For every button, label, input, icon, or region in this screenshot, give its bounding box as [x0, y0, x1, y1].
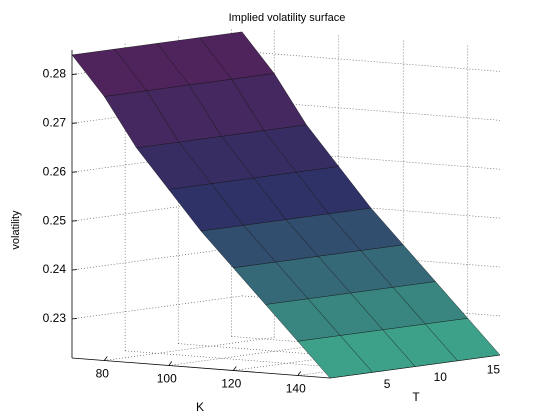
y-axis-label: T — [412, 390, 420, 404]
surface-patch — [297, 335, 373, 379]
grid-line — [178, 343, 437, 364]
y-tick-label: 15 — [487, 363, 501, 377]
x-tick-label: 140 — [286, 382, 306, 396]
z-tick-label: 0.25 — [43, 213, 67, 227]
z-tick-label: 0.27 — [43, 116, 67, 130]
z-tick-label: 0.28 — [43, 67, 67, 81]
x-tick-label: 120 — [221, 377, 241, 391]
grid-line — [241, 51, 501, 72]
x-tick-label: 80 — [96, 367, 110, 381]
x-tick — [103, 356, 108, 361]
z-tick-label: 0.26 — [43, 164, 67, 178]
grid-line — [241, 148, 501, 170]
x-tick — [168, 361, 173, 366]
x-tick — [297, 371, 302, 376]
x-tick — [232, 366, 237, 371]
grid-line — [125, 350, 384, 372]
chart-title: Implied volatility surface — [229, 12, 346, 24]
y-tick-label: 10 — [434, 370, 448, 384]
y-tick-label: 5 — [384, 377, 391, 391]
grid-line — [241, 100, 501, 121]
x-tick-label: 100 — [157, 372, 177, 386]
x-axis — [71, 357, 331, 379]
z-tick-label: 0.23 — [43, 311, 67, 325]
z-tick-label: 0.24 — [43, 262, 67, 276]
x-axis-label: K — [196, 400, 204, 414]
z-axis-label: volatility — [10, 210, 22, 250]
